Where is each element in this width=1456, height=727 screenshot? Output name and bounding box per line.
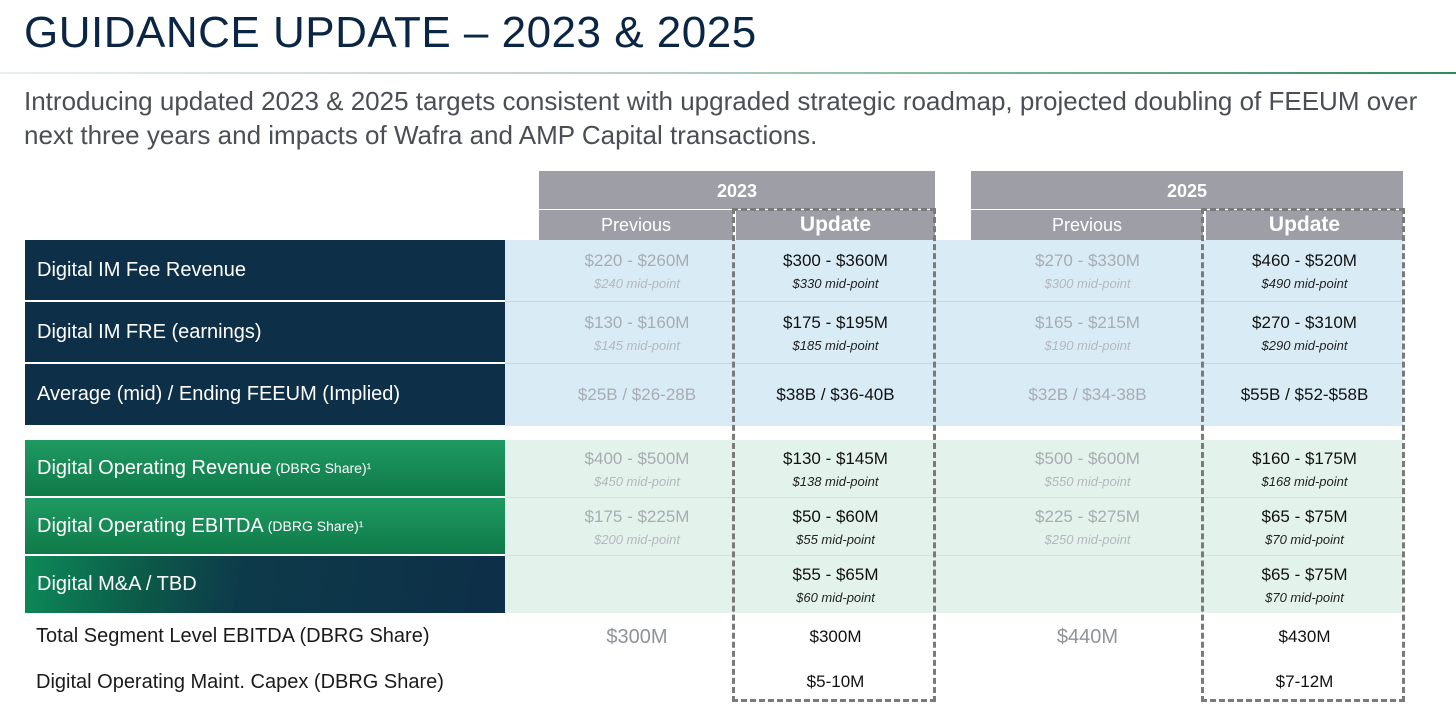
table-cell: $175 - $195M $185 mid-point xyxy=(783,312,888,353)
row-label: Average (mid) / Ending FEEUM (Implied) xyxy=(25,364,505,425)
table-cell: $165 - $215M $190 mid-point xyxy=(1035,312,1140,353)
table-cell: $50 - $60M $55 mid-point xyxy=(792,506,879,547)
table-cell: $225 - $275M $250 mid-point xyxy=(1035,506,1140,547)
table-cell: $300M xyxy=(606,625,668,648)
table-cell: $175 - $225M $200 mid-point xyxy=(584,506,690,547)
table-cell: $38B / $36-40B xyxy=(776,384,895,404)
title-divider xyxy=(0,72,1456,74)
row-label: Total Segment Level EBITDA (DBRG Share) xyxy=(36,625,430,647)
col-header-update-2025: Update xyxy=(1206,210,1403,240)
row-label: Digital IM FRE (earnings) xyxy=(25,302,505,362)
table-cell: $160 - $175M $168 mid-point xyxy=(1252,448,1357,489)
page-subtitle: Introducing updated 2023 & 2025 targets … xyxy=(24,86,1418,150)
table-cell: $270 - $310M $290 mid-point xyxy=(1252,312,1357,353)
row-label: Digital IM Fee Revenue xyxy=(25,240,505,300)
row-divider xyxy=(505,363,1403,364)
row-divider xyxy=(505,555,1403,556)
year-header-2025: 2025 xyxy=(971,171,1403,209)
row-label: Digital M&A / TBD xyxy=(25,556,505,613)
update-2025-highlight-box xyxy=(1201,208,1405,702)
table-cell: $7-12M xyxy=(1275,672,1334,691)
col-header-update-2023: Update xyxy=(736,210,935,240)
table-cell: $300 - $360M $330 mid-point xyxy=(783,250,888,291)
table-cell: $270 - $330M $300 mid-point xyxy=(1035,250,1140,291)
table-cell: $440M xyxy=(1056,625,1119,648)
table-cell: $220 - $260M $240 mid-point xyxy=(584,250,690,291)
row-label: Digital Operating Maint. Capex (DBRG Sha… xyxy=(36,671,444,693)
table-cell: $400 - $500M $450 mid-point xyxy=(584,448,690,489)
table-cell: $130 - $160M $145 mid-point xyxy=(584,312,690,353)
col-header-previous-2025: Previous xyxy=(971,210,1203,240)
row-label: Digital Operating Revenue (DBRG Share)¹ xyxy=(25,440,505,496)
table-cell: $5-10M xyxy=(806,672,865,691)
table-cell: $460 - $520M $490 mid-point xyxy=(1252,250,1357,291)
operating-band xyxy=(505,440,1403,613)
year-header-2023: 2023 xyxy=(539,171,935,209)
table-cell: $32B / $34-38B xyxy=(1028,384,1147,404)
table-cell: $25B / $26-28B xyxy=(577,384,697,404)
table-cell: $55B / $52-$58B xyxy=(1240,384,1369,404)
row-divider xyxy=(505,301,1403,302)
table-cell: $500 - $600M $550 mid-point xyxy=(1035,448,1140,489)
col-header-previous-2023: Previous xyxy=(539,210,733,240)
table-cell: $55 - $65M $60 mid-point xyxy=(792,564,879,605)
row-divider xyxy=(505,497,1403,498)
update-2023-highlight-box xyxy=(732,208,936,702)
row-label: Digital Operating EBITDA (DBRG Share)¹ xyxy=(25,498,505,554)
table-cell: $65 - $75M $70 mid-point xyxy=(1261,506,1348,547)
table-cell: $430M xyxy=(1278,627,1331,646)
page-title: GUIDANCE UPDATE – 2023 & 2025 xyxy=(24,8,757,57)
table-cell: $130 - $145M $138 mid-point xyxy=(783,448,888,489)
table-cell: $65 - $75M $70 mid-point xyxy=(1261,564,1348,605)
table-cell: $300M xyxy=(809,627,862,646)
fee-band xyxy=(505,240,1403,426)
